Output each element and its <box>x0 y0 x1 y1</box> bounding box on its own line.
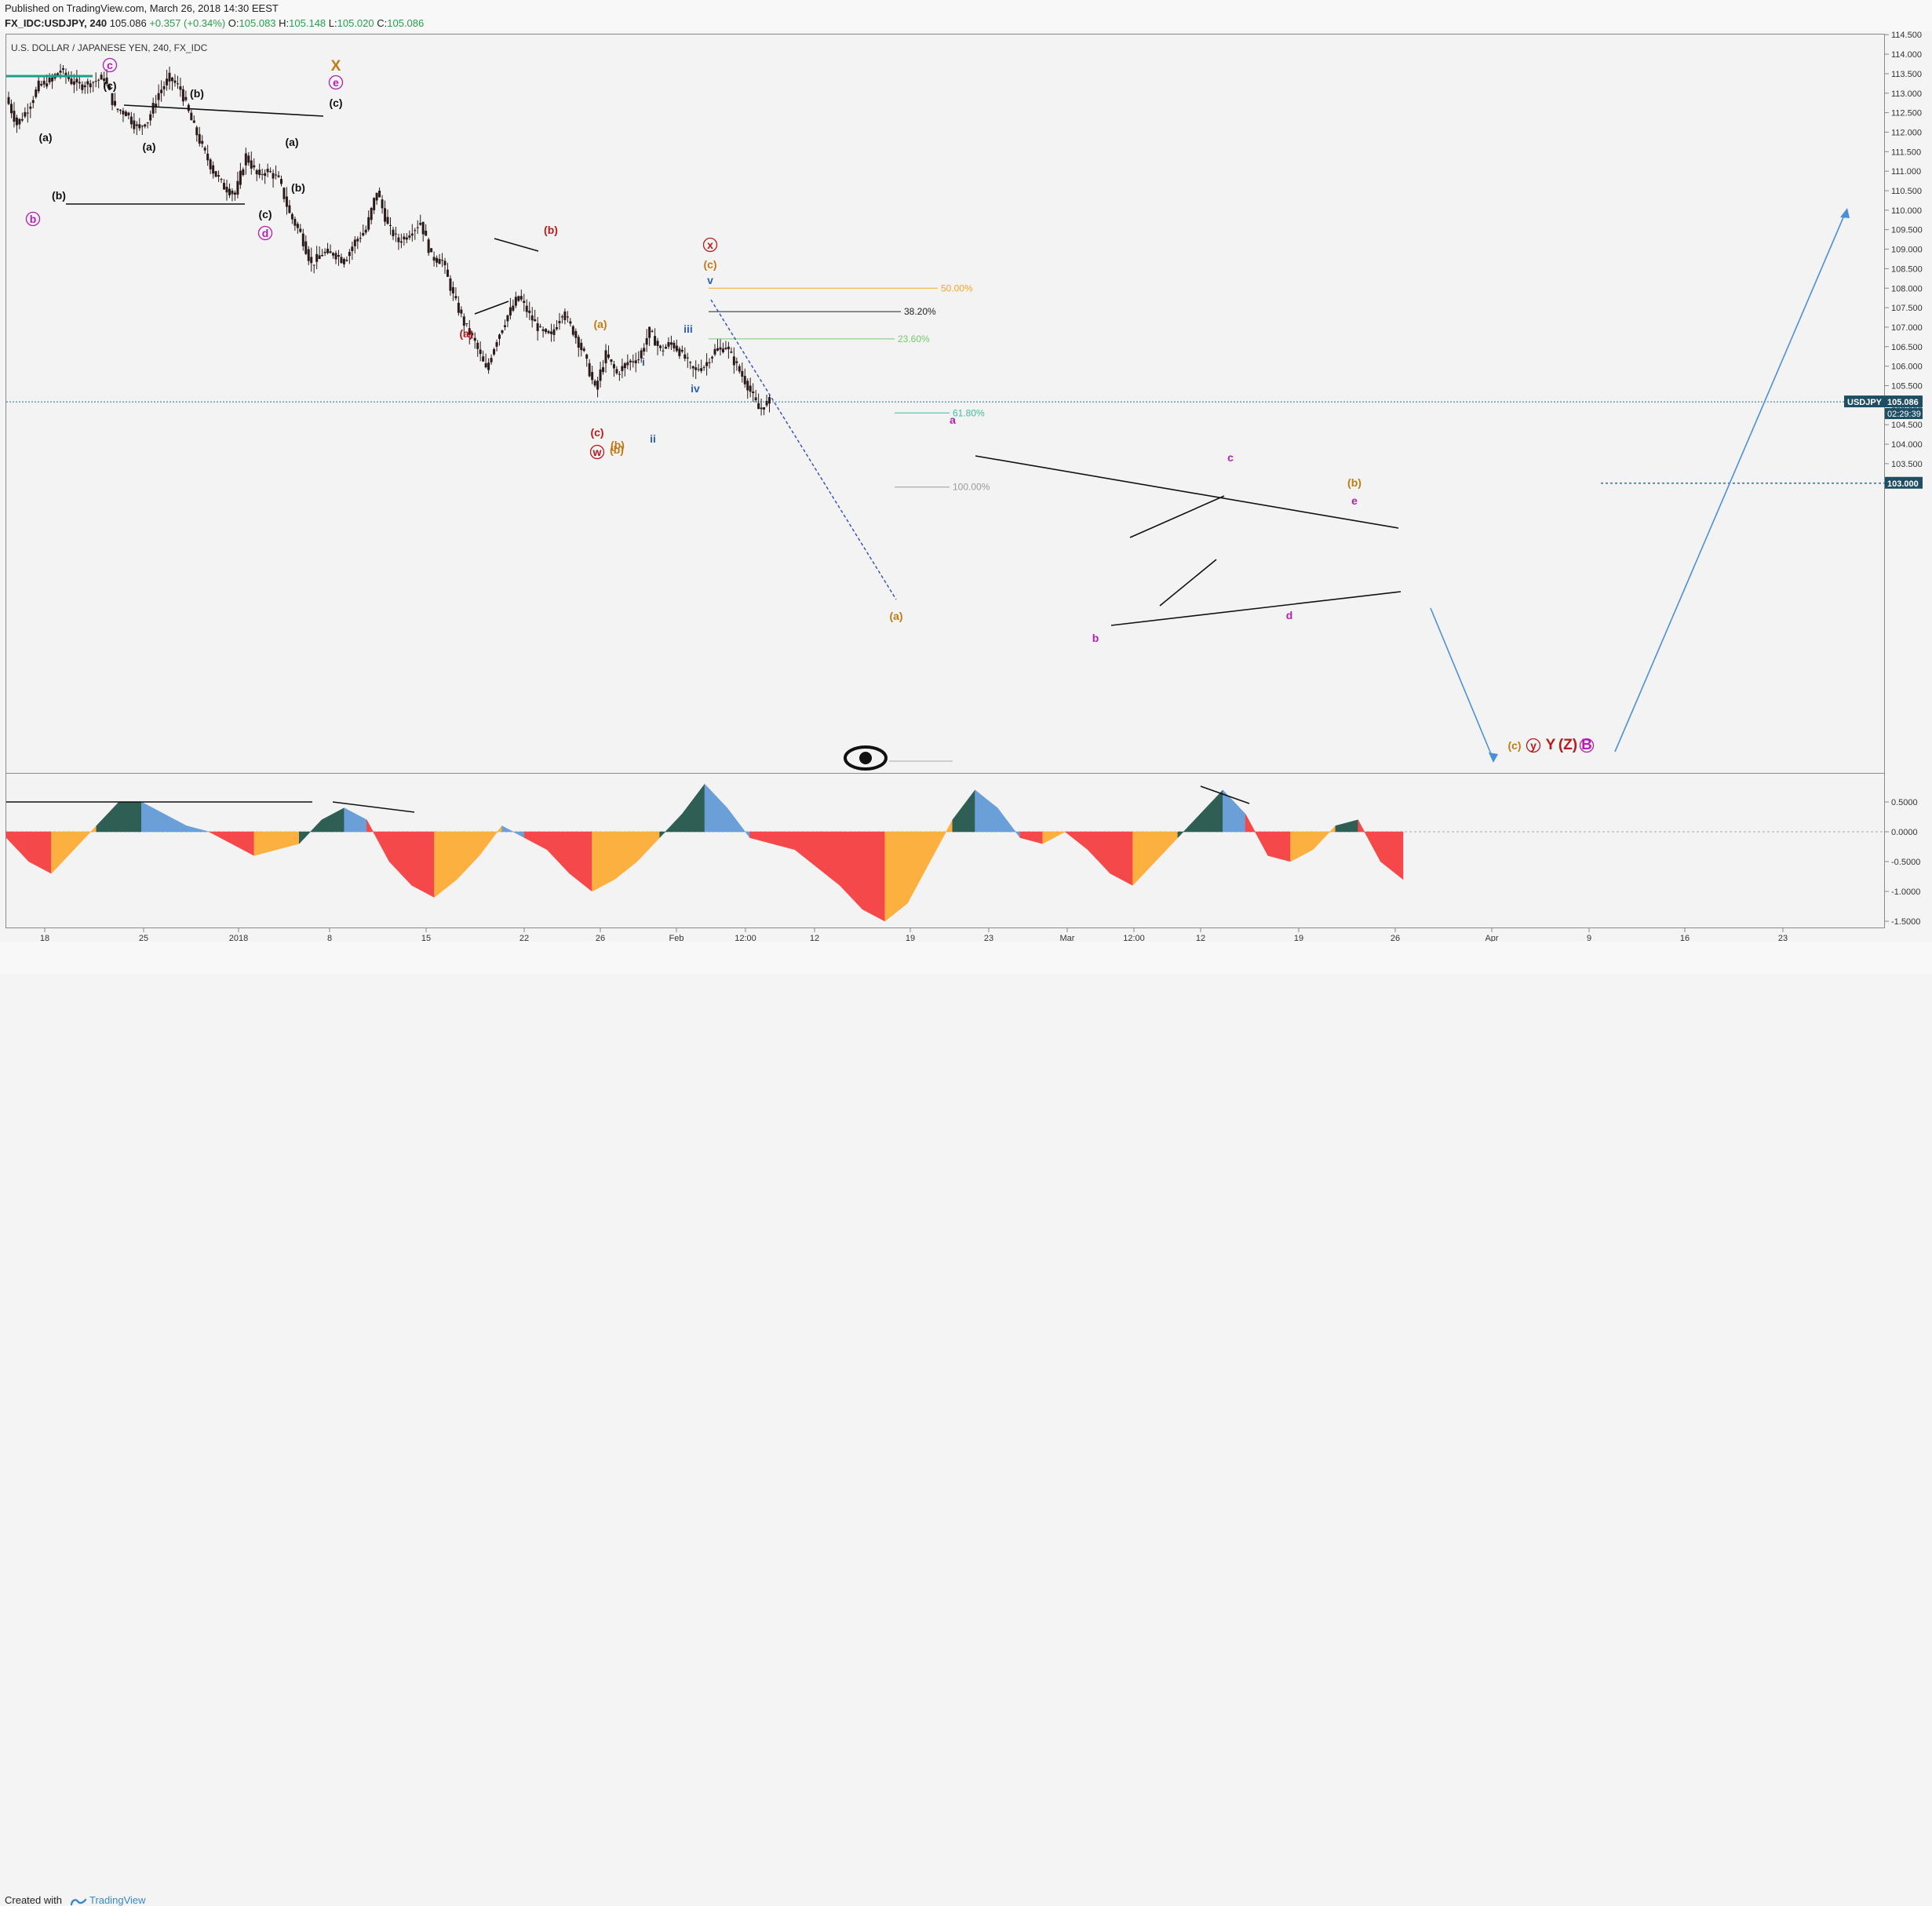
high-value: 105.148 <box>289 17 326 29</box>
y-tick-label: 104.500 <box>1891 421 1923 430</box>
y-tick-label: 112.000 <box>1891 128 1922 137</box>
indicator-pane[interactable] <box>5 774 1885 928</box>
y-tick-label: 103.500 <box>1891 460 1923 469</box>
tradingview-label: TradingView <box>89 1894 146 1906</box>
countdown-badge <box>1885 408 1923 420</box>
price-pane[interactable] <box>5 34 1885 774</box>
y-tick-label: 110.500 <box>1891 187 1922 196</box>
y-tick-label: 107.000 <box>1891 323 1923 333</box>
created-with-label: Created with <box>5 1894 62 1906</box>
last-price-badge-label: 105.086 <box>1887 398 1919 407</box>
y-tick-label: 114.500 <box>1891 31 1922 40</box>
y-tick-label: 105.000 <box>1891 401 1923 410</box>
published-line: Published on TradingView.com, March 26, … <box>5 2 279 14</box>
close-value: 105.086 <box>387 17 425 29</box>
osc-tick-label: -1.5000 <box>1891 917 1920 927</box>
price-change: +0.357 (+0.34%) <box>149 17 226 29</box>
y-tick-label: 106.500 <box>1891 343 1923 352</box>
low-label: L: <box>328 17 337 29</box>
last-price: 105.086 <box>109 17 147 29</box>
y-tick-label: 113.500 <box>1891 70 1922 79</box>
low-value: 105.020 <box>337 17 374 29</box>
y-tick-label: 106.000 <box>1891 363 1923 372</box>
y-tick-label: 104.000 <box>1891 440 1923 450</box>
osc-tick-label: -1.0000 <box>1891 887 1920 897</box>
countdown-label: 02:29:39 <box>1887 410 1921 419</box>
last-price-badge <box>1885 395 1923 408</box>
y-tick-label: 108.500 <box>1891 264 1923 274</box>
footer-bar: Created with TradingView <box>0 942 1932 1906</box>
high-label: H: <box>279 17 290 29</box>
target-badge-label: 103.000 <box>1887 479 1919 489</box>
y-tick-label: 112.500 <box>1891 109 1922 118</box>
y-tick-label: 110.000 <box>1891 206 1922 216</box>
y-tick-label: 111.500 <box>1891 148 1921 157</box>
y-tick-label: 108.000 <box>1891 284 1923 293</box>
y-tick-label: 107.500 <box>1891 304 1923 313</box>
y-tick-label: 111.000 <box>1891 167 1921 177</box>
osc-tick-label: 0.0000 <box>1891 828 1918 837</box>
created-with: Created with TradingView <box>5 1894 146 1906</box>
symbol-line: FX_IDC:USDJPY, 240 <box>5 17 108 29</box>
y-tick-label: 109.000 <box>1891 246 1923 255</box>
tradingview-logo-icon <box>70 1898 86 1905</box>
y-tick-label: 105.500 <box>1891 382 1923 392</box>
open-value: 105.083 <box>239 17 276 29</box>
y-tick-label: 114.000 <box>1891 50 1922 60</box>
y-tick-label: 113.000 <box>1891 89 1922 99</box>
osc-tick-label: 0.5000 <box>1891 798 1918 807</box>
target-badge <box>1885 476 1923 489</box>
osc-tick-label: -0.5000 <box>1891 858 1920 867</box>
open-label: O: <box>228 17 239 29</box>
header-bar: Published on TradingView.com, March 26, … <box>0 0 1932 31</box>
close-label: C: <box>377 17 388 29</box>
tradingview-brand[interactable]: TradingView <box>70 1894 146 1906</box>
y-tick-label: 109.500 <box>1891 226 1923 235</box>
ohlc-line: FX_IDC:USDJPY, 240 105.086 +0.357 (+0.34… <box>5 17 424 29</box>
chart-title: U.S. DOLLAR / JAPANESE YEN, 240, FX_IDC <box>11 42 208 53</box>
